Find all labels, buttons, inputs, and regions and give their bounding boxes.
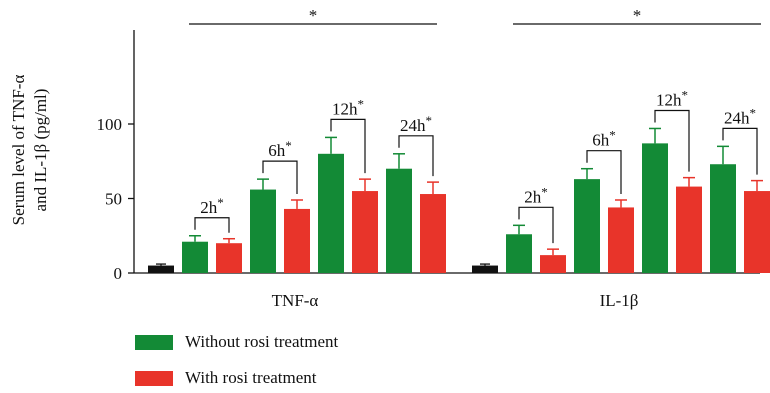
bar-with xyxy=(744,191,770,273)
time-point-label: 24h* xyxy=(724,105,756,127)
bar-with xyxy=(420,194,446,273)
bar-with xyxy=(540,255,566,273)
bar-without xyxy=(574,179,600,273)
x-category-label: IL-1β xyxy=(600,291,639,310)
significance-star: * xyxy=(609,128,616,143)
significance-star: * xyxy=(750,105,757,120)
significance-bracket xyxy=(330,118,366,174)
time-point-text: 24h xyxy=(724,108,750,127)
significance-bracket xyxy=(262,160,298,194)
time-point-label: 2h* xyxy=(200,195,224,217)
significance-bracket xyxy=(398,135,434,177)
bar-control xyxy=(148,265,174,273)
significance-bracket xyxy=(518,206,554,244)
significance-star: * xyxy=(358,96,365,111)
time-point-text: 6h xyxy=(592,131,610,150)
significance-bracket xyxy=(654,109,690,172)
bar-control xyxy=(472,265,498,273)
significance-bracket xyxy=(586,150,622,194)
significance-star: * xyxy=(541,184,548,199)
time-point-text: 2h xyxy=(524,187,542,206)
time-point-label: 6h* xyxy=(592,128,616,150)
bar-without xyxy=(250,189,276,273)
bar-with xyxy=(284,208,310,273)
legend-swatch-without xyxy=(135,334,173,350)
time-point-text: 12h xyxy=(332,99,358,118)
legend-item-with: With rosi treatment xyxy=(135,368,317,388)
y-axis-label-line: and IL-1β (pg/ml) xyxy=(31,89,50,212)
bar-with xyxy=(608,207,634,273)
time-point-label: 12h* xyxy=(656,87,688,109)
overall-significance-star: * xyxy=(309,6,318,25)
y-axis-label-line: Serum level of TNF-α xyxy=(9,75,28,226)
bar-without xyxy=(642,143,668,273)
time-point-text: 12h xyxy=(656,90,682,109)
time-point-label: 12h* xyxy=(332,96,364,118)
significance-star: * xyxy=(285,138,292,153)
legend-label-with: With rosi treatment xyxy=(185,368,317,387)
x-category-label: TNF-α xyxy=(272,291,319,310)
y-tick-label: 50 xyxy=(105,190,122,209)
time-point-label: 2h* xyxy=(524,184,548,206)
time-point-label: 6h* xyxy=(268,138,292,160)
legend-item-without: Without rosi treatment xyxy=(135,332,338,352)
y-axis-label: Serum level of TNF-α and IL-1β (pg/ml) xyxy=(9,75,50,226)
bar-without xyxy=(386,168,412,273)
y-tick-label: 0 xyxy=(114,264,123,283)
bar-with xyxy=(676,186,702,273)
legend-label-without: Without rosi treatment xyxy=(185,332,339,351)
time-point-label: 24h* xyxy=(400,113,432,135)
bar-with xyxy=(216,243,242,273)
bar-chart: 0 50 100 Serum level of TNF-α and IL-1β (pg/… xyxy=(9,6,770,310)
time-point-text: 6h xyxy=(268,141,286,160)
bar-without xyxy=(318,153,344,273)
bar-without xyxy=(710,164,736,273)
legend-swatch-with xyxy=(135,370,173,386)
bar-without xyxy=(182,241,208,273)
significance-star: * xyxy=(217,195,224,210)
significance-bracket xyxy=(722,127,758,175)
y-tick-label: 100 xyxy=(97,115,123,134)
time-point-text: 24h xyxy=(400,116,426,135)
time-point-text: 2h xyxy=(200,198,218,217)
overall-significance-star: * xyxy=(633,6,642,25)
significance-star: * xyxy=(682,87,689,102)
significance-bracket xyxy=(194,217,230,233)
bar-without xyxy=(506,234,532,273)
bar-with xyxy=(352,191,378,273)
significance-star: * xyxy=(426,113,433,128)
